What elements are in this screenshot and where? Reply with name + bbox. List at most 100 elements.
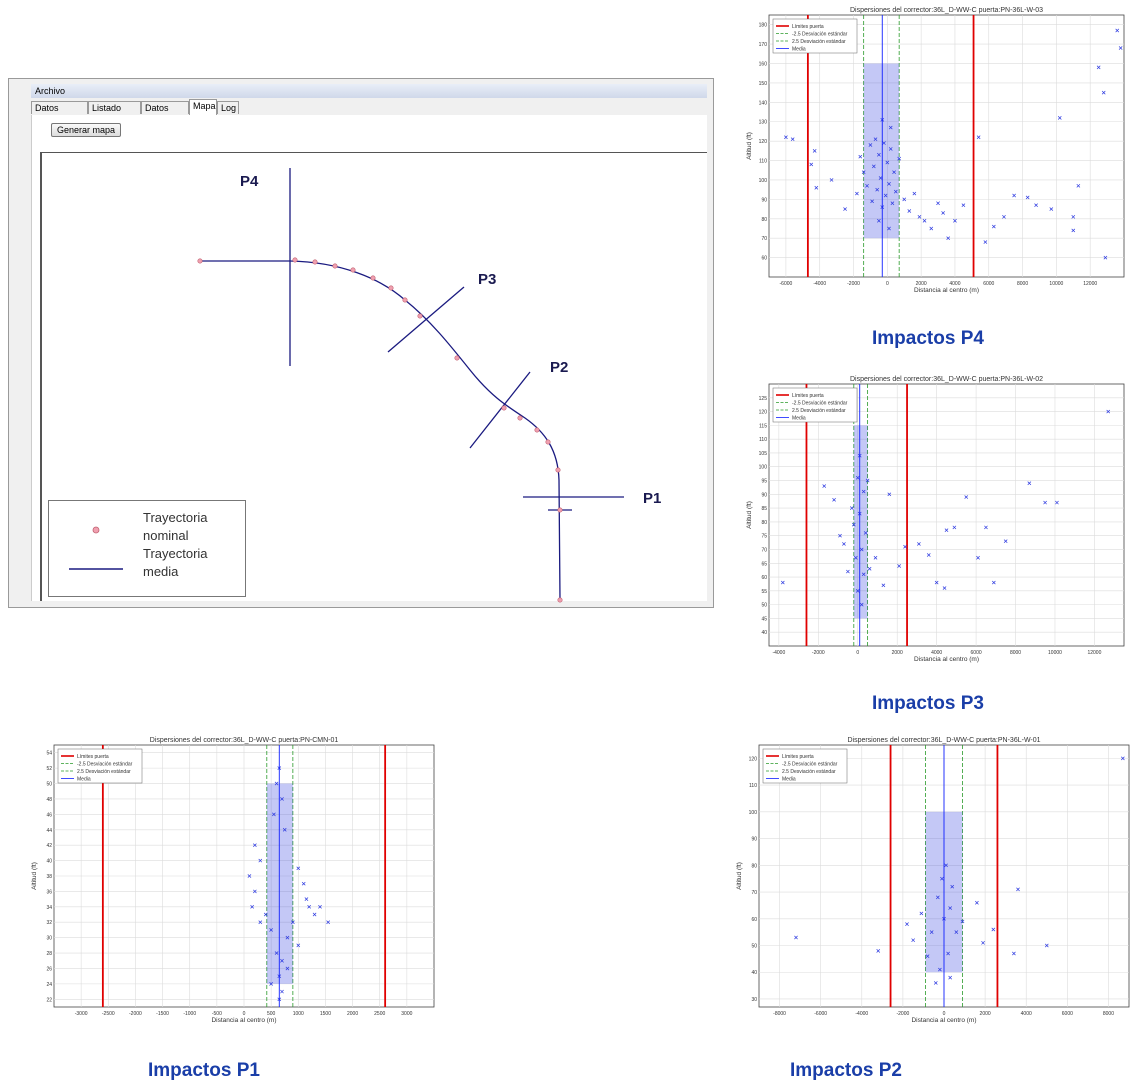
data-point: [291, 920, 295, 925]
data-point: [917, 214, 922, 219]
data-point: [301, 881, 306, 886]
data-point: [948, 975, 953, 980]
y-tick-label: 60: [761, 256, 767, 262]
data-point: [887, 226, 891, 231]
y-tick-label: 110: [749, 783, 757, 789]
data-point: [865, 478, 870, 483]
y-tick-label: 48: [46, 797, 52, 803]
tab-mapa[interactable]: Mapa: [189, 99, 217, 115]
data-point: [925, 954, 930, 959]
x-tick-label: 12000: [1087, 650, 1101, 656]
nominal-point: [350, 267, 356, 273]
chart-title: Dispersiones del corrector:36L_D-WW-C pu…: [850, 7, 1043, 14]
y-tick-label: 80: [761, 520, 767, 526]
chart-title: Dispersiones del corrector:36L_D-WW-C pu…: [847, 737, 1040, 744]
legend-label: -2.5 Desviación estándar: [77, 762, 133, 768]
y-tick-label: 120: [759, 139, 768, 145]
y-tick-label: 90: [761, 492, 767, 498]
data-point: [855, 191, 859, 196]
nominal-point: [557, 597, 563, 603]
x-axis-label: Distancia al centro (m): [914, 287, 979, 294]
data-point: [867, 566, 872, 571]
data-point: [887, 181, 891, 186]
data-point: [253, 889, 257, 894]
data-point: [318, 904, 322, 909]
data-point: [312, 912, 317, 917]
x-tick-label: -4000: [813, 281, 826, 287]
y-tick-label: 44: [46, 828, 52, 834]
y-tick-label: 110: [759, 159, 767, 165]
y-tick-label: 22: [46, 997, 52, 1003]
x-tick-label: -2000: [812, 650, 825, 656]
menu-bar: Archivo: [31, 84, 707, 98]
data-point: [875, 187, 880, 192]
data-point: [948, 906, 953, 910]
y-tick-label: 65: [761, 561, 767, 567]
data-point: [893, 189, 898, 194]
data-point: [1115, 28, 1120, 33]
y-tick-label: 70: [751, 890, 757, 896]
chart-p2: Dispersiones del corrector:36L_D-WW-C pu…: [736, 737, 1130, 1024]
data-point: [269, 982, 273, 986]
data-point: [1106, 409, 1111, 414]
y-tick-label: 170: [759, 42, 768, 48]
data-point: [1016, 887, 1020, 892]
y-tick-label: 50: [46, 782, 52, 788]
data-point: [1012, 193, 1016, 198]
chart-title: Dispersiones del corrector:36L_D-WW-C pu…: [150, 737, 339, 744]
nominal-point: [557, 507, 563, 513]
data-point: [1101, 90, 1106, 95]
legend-box: [57, 748, 143, 784]
x-tick-label: 8000: [1010, 650, 1021, 656]
menu-archivo[interactable]: Archivo: [35, 86, 66, 96]
x-axis-label: Distancia al centro (m): [911, 1017, 976, 1024]
nominal-point: [454, 355, 460, 361]
data-point: [1043, 500, 1047, 505]
data-point: [269, 928, 273, 932]
data-point: [976, 555, 980, 560]
data-point: [1025, 195, 1030, 200]
gate-label-p2: P2: [550, 359, 568, 376]
x-tick-label: 4000: [931, 650, 942, 656]
data-point: [280, 797, 284, 801]
x-tick-label: -500: [212, 1011, 222, 1017]
data-point: [1071, 214, 1076, 219]
y-tick-label: 52: [46, 766, 52, 772]
plot-area: [768, 14, 1125, 278]
caption-p3: Impactos P3: [872, 693, 984, 714]
x-tick-label: 2500: [374, 1011, 385, 1017]
legend-label: Límites puerta: [77, 754, 109, 760]
legend-mean-label-1: Trayectoria: [143, 546, 208, 561]
data-point: [1012, 951, 1016, 956]
x-tick-label: 2000: [980, 1011, 991, 1017]
data-point: [1002, 214, 1006, 219]
data-point: [809, 162, 814, 167]
y-tick-label: 24: [46, 982, 52, 988]
chart-legend: Límites puerta -2.5 Desviación estándar2.…: [772, 387, 858, 423]
x-tick-label: 0: [856, 650, 859, 656]
data-point: [885, 160, 890, 165]
tab-log[interactable]: Log: [217, 101, 239, 114]
y-tick-label: 30: [46, 936, 52, 942]
data-point: [976, 135, 981, 140]
data-point: [853, 555, 858, 560]
legend-label: Media: [792, 416, 806, 422]
data-point: [905, 922, 909, 926]
chart-legend: Límites puerta -2.5 Desviación estándar2.…: [57, 748, 143, 784]
x-tick-label: -4000: [772, 650, 785, 656]
generar-mapa-button[interactable]: Generar mapa: [51, 123, 122, 137]
legend-label: -2.5 Desviación estándar: [792, 32, 848, 38]
data-point: [846, 569, 850, 574]
y-tick-label: 115: [759, 423, 767, 429]
data-point: [282, 827, 287, 832]
gate-p2-line: [469, 371, 531, 449]
data-point: [794, 935, 798, 940]
nominal-point: [402, 297, 408, 303]
data-point: [946, 236, 951, 241]
data-point: [1034, 203, 1038, 208]
chart-legend: Límites puerta -2.5 Desviación estándar2.…: [762, 748, 848, 784]
data-point: [861, 572, 866, 577]
data-point: [1057, 116, 1062, 120]
nominal-point: [417, 313, 423, 319]
x-tick-label: -3000: [75, 1011, 88, 1017]
